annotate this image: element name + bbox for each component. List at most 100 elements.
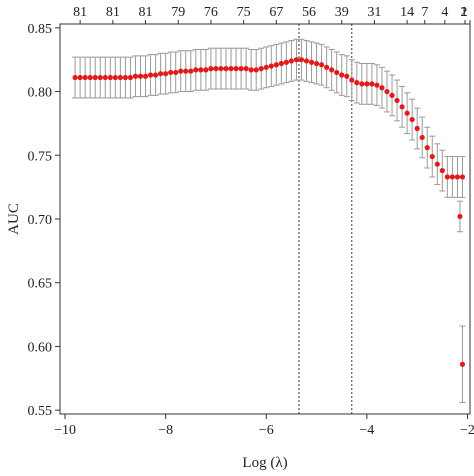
x-axis-title: Log (λ)	[242, 455, 287, 471]
data-point	[158, 71, 164, 77]
data-point	[213, 66, 219, 72]
data-point	[318, 62, 325, 68]
data-point	[248, 67, 254, 73]
data-point	[449, 174, 455, 180]
data-point	[329, 67, 335, 73]
data-point	[268, 63, 274, 69]
top-axis-label: 2	[461, 5, 468, 20]
data-point	[283, 59, 289, 65]
data-point	[349, 77, 355, 83]
data-point	[414, 125, 420, 132]
data-point	[102, 74, 108, 81]
data-point	[132, 73, 139, 79]
data-point	[183, 68, 189, 74]
data-point	[107, 74, 113, 81]
data-point	[399, 104, 405, 110]
data-point	[273, 62, 279, 68]
data-point	[459, 174, 466, 180]
data-point	[258, 66, 264, 72]
top-axis-label: 56	[302, 5, 316, 20]
top-axis-label: 81	[73, 5, 87, 20]
data-point	[419, 134, 425, 141]
data-point	[308, 59, 315, 65]
x-tick-label: −4	[359, 423, 374, 438]
data-point	[228, 66, 234, 72]
top-axis-label: 4	[441, 5, 448, 20]
y-tick-label: 0.70	[28, 213, 53, 228]
top-axis-label: 31	[367, 5, 381, 20]
data-point	[243, 66, 249, 72]
data-point	[389, 92, 395, 98]
data-point	[208, 66, 214, 72]
data-point	[457, 213, 463, 220]
data-point	[359, 81, 365, 87]
data-point	[178, 68, 184, 74]
top-axis-label: 81	[139, 5, 153, 20]
data-point	[379, 85, 385, 91]
top-axis-label: 81	[106, 5, 120, 20]
data-point	[193, 67, 199, 73]
data-point	[203, 67, 209, 73]
data-point	[82, 74, 88, 81]
data-point	[439, 167, 445, 174]
data-point	[233, 66, 239, 72]
x-tick-label: −10	[54, 423, 76, 438]
data-point	[364, 81, 370, 87]
data-point	[278, 60, 284, 67]
axes: −10 −8 −6 −4 −2 0.55 0.60 0.65 0.70 0.75 0.80 0.85 8…	[28, 5, 474, 438]
data-point	[298, 57, 305, 63]
y-tick-label: 0.55	[28, 404, 53, 419]
data-point	[354, 80, 360, 86]
top-axis-label: 39	[335, 5, 349, 20]
data-points	[72, 57, 466, 367]
x-tick-label: −2	[460, 423, 474, 438]
data-point	[77, 74, 83, 81]
data-point	[313, 60, 320, 67]
data-point	[112, 74, 118, 81]
data-point	[173, 69, 179, 76]
data-point	[253, 67, 259, 73]
y-tick-label: 0.60	[28, 340, 53, 355]
y-tick-label: 0.80	[28, 86, 53, 101]
data-point	[72, 74, 78, 81]
data-point	[168, 69, 174, 76]
data-point	[163, 71, 169, 77]
data-point	[339, 72, 345, 78]
top-axis-label: 67	[269, 5, 283, 20]
data-point	[344, 73, 350, 79]
data-point	[122, 74, 128, 81]
error-bars	[72, 38, 466, 404]
data-point	[137, 73, 144, 79]
data-point	[97, 74, 103, 81]
data-point	[334, 69, 340, 76]
data-point	[188, 68, 194, 74]
top-axis-label: 76	[204, 5, 218, 20]
data-point	[147, 72, 154, 78]
data-point	[92, 74, 98, 81]
data-point	[303, 58, 310, 64]
data-point	[288, 58, 295, 64]
top-axis-label: 1	[461, 5, 468, 20]
data-point	[394, 97, 400, 104]
data-point	[384, 88, 390, 95]
data-point	[223, 66, 229, 72]
data-point	[127, 74, 134, 81]
data-point	[434, 161, 440, 167]
y-tick-label: 0.75	[28, 149, 53, 164]
data-point	[454, 174, 461, 180]
data-point	[218, 66, 224, 72]
data-point	[429, 153, 435, 160]
data-point	[409, 116, 415, 123]
data-point	[263, 64, 269, 70]
data-point	[198, 67, 204, 73]
data-point	[369, 81, 375, 87]
data-point	[459, 361, 466, 367]
plot-frame	[59, 23, 471, 415]
y-axis-title: AUC	[6, 203, 22, 235]
x-tick-label: −6	[259, 423, 274, 438]
data-point	[404, 110, 410, 116]
top-axis-label: 7	[421, 5, 428, 20]
x-tick-label: −8	[158, 423, 173, 438]
data-point	[424, 145, 430, 151]
